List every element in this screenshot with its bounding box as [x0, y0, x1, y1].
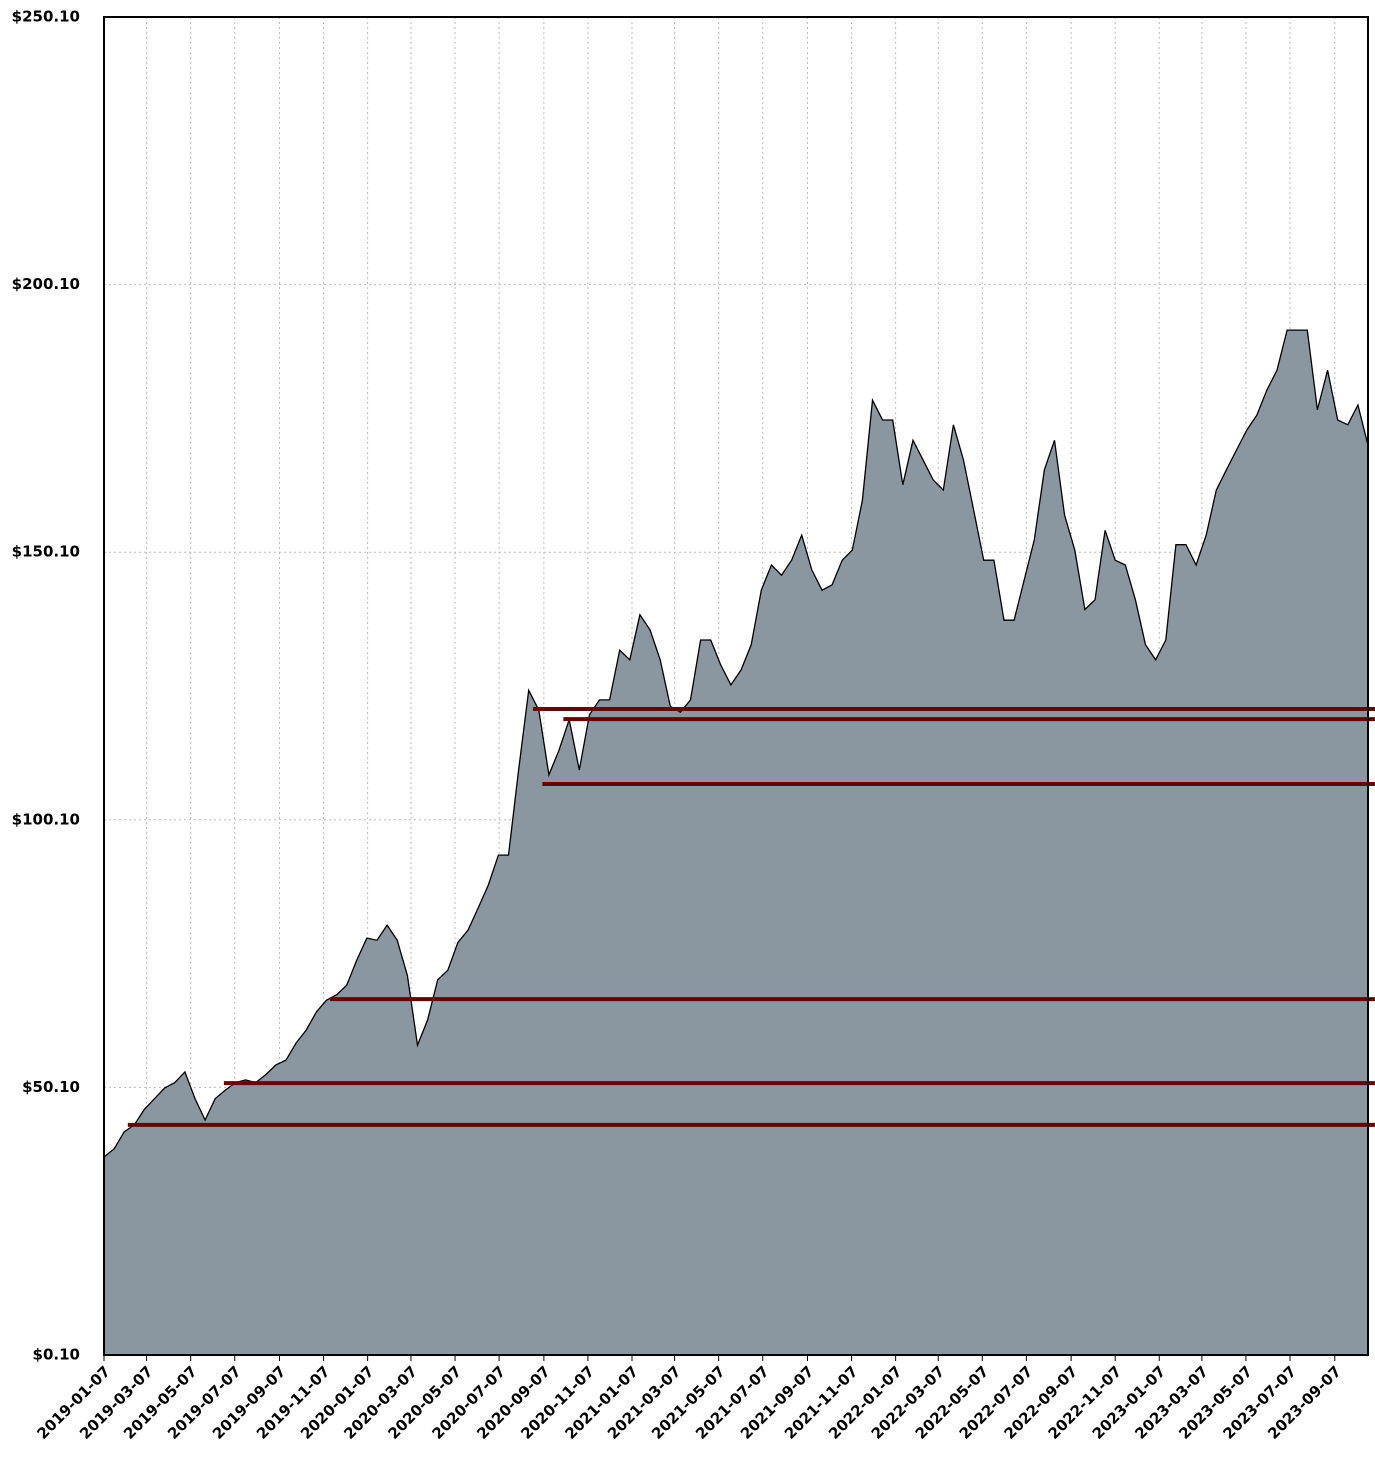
- line: [103, 329, 1369, 1158]
- plot-frame: [103, 16, 1369, 1356]
- y-tick-label: $0.10: [33, 1346, 80, 1364]
- area: [104, 330, 1368, 1356]
- y-tick-label: $150.10: [12, 543, 80, 561]
- y-tick-label: $200.10: [12, 275, 80, 293]
- y-tick-label: $250.10: [12, 8, 80, 26]
- y-tick-label: $50.10: [22, 1078, 80, 1096]
- x-tick-label: 2019-01-07: [33, 1362, 114, 1443]
- y-tick-label: $100.10: [12, 810, 80, 828]
